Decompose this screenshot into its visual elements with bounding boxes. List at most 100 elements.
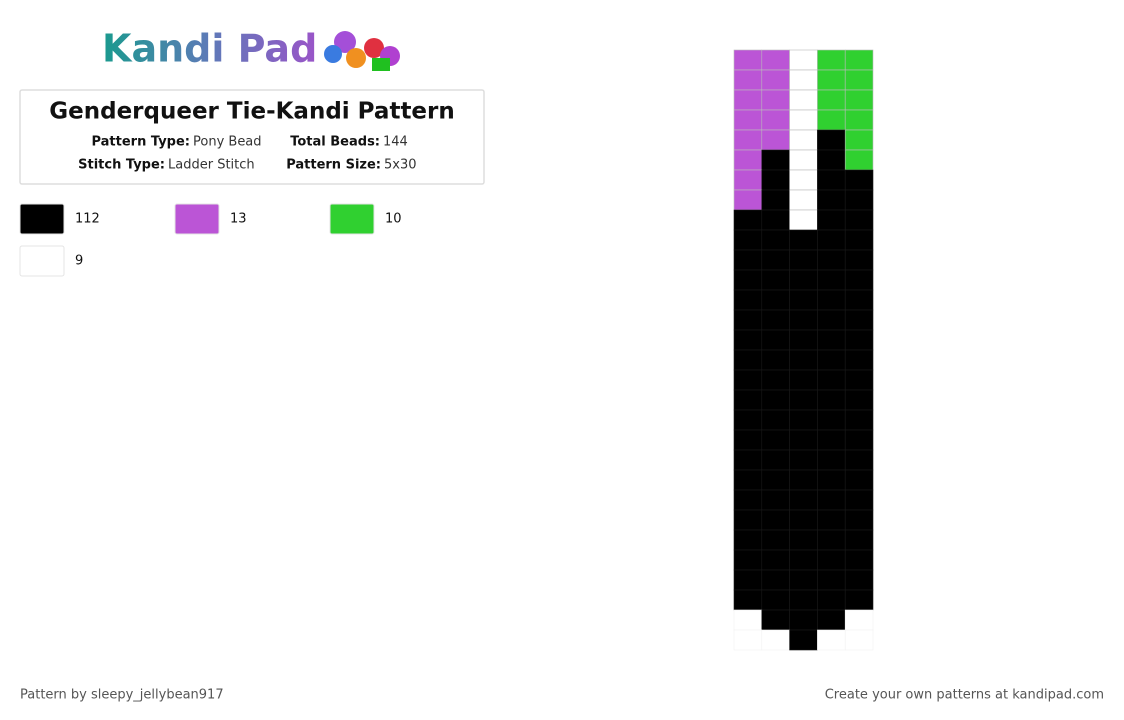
bead bbox=[761, 69, 790, 91]
bead-count: 13 bbox=[230, 212, 247, 227]
bead bbox=[761, 609, 790, 631]
author: Pattern by sleepy_jellybean917 bbox=[20, 688, 224, 703]
bead bbox=[761, 49, 790, 71]
bead bbox=[789, 609, 818, 631]
bead bbox=[817, 349, 846, 371]
bead bbox=[733, 289, 763, 311]
bead bbox=[733, 129, 763, 151]
bead bbox=[817, 529, 846, 551]
empty-cell bbox=[844, 629, 874, 651]
empty-cell bbox=[817, 629, 846, 651]
bead bbox=[844, 69, 874, 91]
bead bbox=[761, 109, 790, 131]
bead bbox=[844, 129, 874, 151]
bead bbox=[789, 309, 818, 331]
bead bbox=[789, 129, 818, 151]
bead bbox=[733, 149, 763, 171]
bead bbox=[789, 449, 818, 471]
bead bbox=[817, 249, 846, 271]
bead bbox=[761, 189, 790, 211]
bead bbox=[761, 249, 790, 271]
bead bbox=[817, 89, 846, 111]
field-label: Pattern Type: bbox=[91, 135, 190, 150]
bead bbox=[761, 529, 790, 551]
bead bbox=[817, 569, 846, 591]
bead bbox=[761, 549, 790, 571]
bead bbox=[733, 49, 763, 71]
field-label: Total Beads: bbox=[290, 135, 380, 150]
bead bbox=[817, 409, 846, 431]
bead bbox=[817, 269, 846, 291]
bead bbox=[817, 129, 846, 151]
bead bbox=[761, 509, 790, 531]
bead-count: 9 bbox=[75, 254, 83, 269]
bead bbox=[761, 489, 790, 511]
bead bbox=[789, 349, 818, 371]
bead bbox=[761, 89, 790, 111]
bead bbox=[733, 249, 763, 271]
bead bbox=[789, 169, 818, 191]
info-box bbox=[19, 89, 485, 185]
color-swatch bbox=[174, 203, 220, 235]
bead bbox=[761, 329, 790, 351]
site-credit: Create your own patterns at kandipad.com bbox=[825, 688, 1104, 703]
bead bbox=[789, 49, 818, 71]
bead bbox=[761, 369, 790, 391]
bead bbox=[733, 209, 763, 231]
bead bbox=[733, 589, 763, 611]
bead bbox=[844, 409, 874, 431]
bead bbox=[733, 369, 763, 391]
bead bbox=[733, 569, 763, 591]
bead bbox=[844, 589, 874, 611]
bead bbox=[733, 109, 763, 131]
bead bbox=[761, 289, 790, 311]
bead bbox=[844, 469, 874, 491]
bead bbox=[844, 389, 874, 411]
bead bbox=[733, 409, 763, 431]
bead bbox=[789, 329, 818, 351]
bead bbox=[761, 169, 790, 191]
bead bbox=[789, 529, 818, 551]
bead bbox=[789, 189, 818, 211]
bead bbox=[844, 549, 874, 571]
bead bbox=[733, 489, 763, 511]
bead bbox=[844, 209, 874, 231]
field-value: 5x30 bbox=[384, 158, 417, 173]
bead bbox=[844, 569, 874, 591]
bead bbox=[789, 269, 818, 291]
bead bbox=[844, 309, 874, 331]
field-label: Pattern Size: bbox=[286, 158, 381, 173]
bead bbox=[817, 389, 846, 411]
field-value: Ladder Stitch bbox=[168, 158, 255, 173]
bead bbox=[761, 229, 790, 251]
bead bbox=[733, 269, 763, 291]
bead bbox=[733, 309, 763, 331]
bead bbox=[844, 189, 874, 211]
bead bbox=[817, 369, 846, 391]
bead bbox=[817, 209, 846, 231]
color-swatch bbox=[329, 203, 375, 235]
bead bbox=[817, 169, 846, 191]
color-swatch bbox=[19, 245, 65, 277]
bead bbox=[789, 289, 818, 311]
bead bbox=[817, 69, 846, 91]
field-label: Stitch Type: bbox=[78, 158, 165, 173]
bead bbox=[761, 149, 790, 171]
bead bbox=[844, 529, 874, 551]
bead bbox=[789, 369, 818, 391]
bead bbox=[817, 49, 846, 71]
bead bbox=[761, 209, 790, 231]
bead bbox=[844, 369, 874, 391]
bead bbox=[761, 309, 790, 331]
bead bbox=[789, 569, 818, 591]
bead bbox=[761, 129, 790, 151]
bead bbox=[733, 349, 763, 371]
bead bbox=[817, 469, 846, 491]
bead bbox=[844, 509, 874, 531]
bead bbox=[789, 409, 818, 431]
bead bbox=[733, 69, 763, 91]
field-value: Pony Bead bbox=[193, 135, 262, 150]
bead bbox=[817, 189, 846, 211]
bead bbox=[789, 589, 818, 611]
